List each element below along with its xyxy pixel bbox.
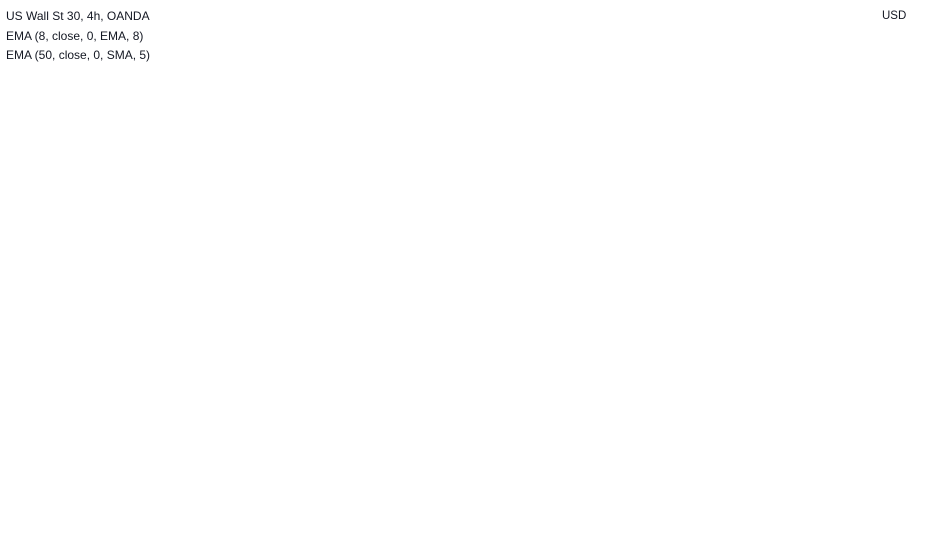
chart-title: US Wall St 30, 4h, OANDA [6, 9, 150, 23]
legend-entry: EMA (8, close, 0, EMA, 8) [6, 29, 143, 43]
currency-label: USD [882, 10, 906, 22]
legend-entry: EMA (50, close, 0, SMA, 5) [6, 48, 150, 62]
